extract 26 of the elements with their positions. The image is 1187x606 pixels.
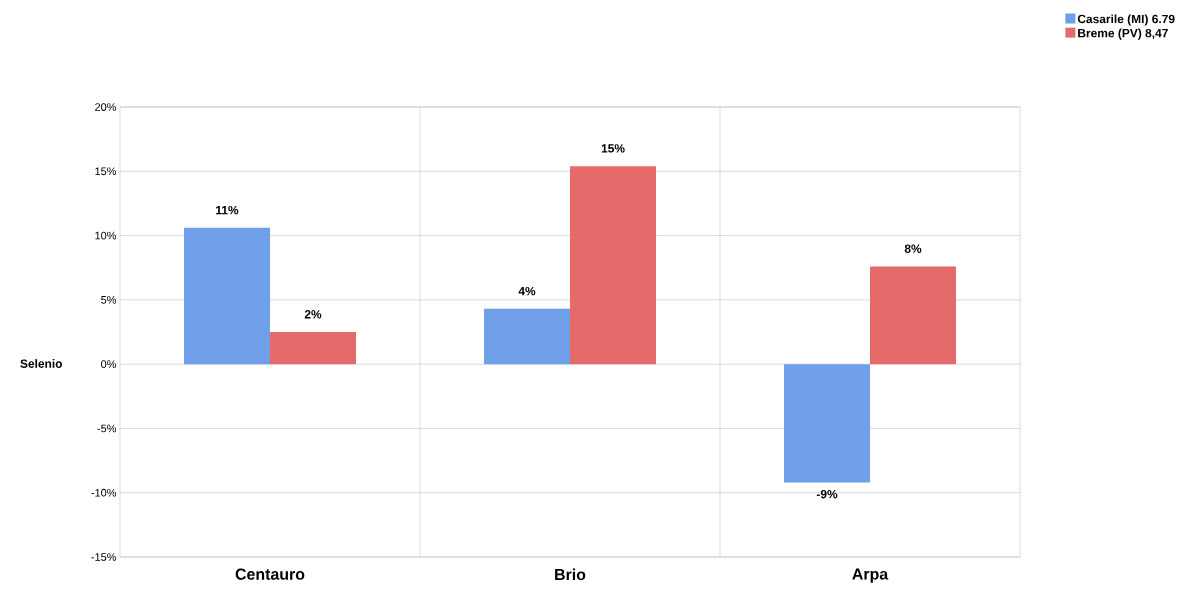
y-tick-label: 5% bbox=[101, 296, 117, 304]
bar bbox=[570, 166, 656, 365]
bar bbox=[870, 266, 957, 365]
y-tick-label: 15% bbox=[95, 167, 117, 176]
bar bbox=[270, 332, 356, 365]
y-tick-label: 10% bbox=[95, 231, 117, 240]
x-tick-label: Brio bbox=[555, 568, 586, 581]
legend-label: Casarile (MI) 6.79 bbox=[1077, 14, 1175, 26]
y-tick-label: -10% bbox=[91, 488, 117, 497]
bar bbox=[784, 364, 871, 483]
y-tick-label: -15% bbox=[91, 553, 117, 561]
data-label: -9% bbox=[816, 489, 838, 499]
data-label: 15% bbox=[601, 144, 625, 153]
legend-label: Breme (PV) 8,47 bbox=[1078, 28, 1168, 40]
bar bbox=[184, 227, 270, 365]
y-axis-title: Selenio bbox=[20, 359, 63, 368]
data-label: 2% bbox=[304, 310, 322, 319]
data-label: 8% bbox=[904, 244, 922, 253]
y-tick-label: 0% bbox=[101, 360, 117, 369]
y-tick-label: 20% bbox=[95, 103, 117, 111]
bar bbox=[484, 308, 570, 365]
y-tick-label: -5% bbox=[97, 424, 117, 433]
data-label: 11% bbox=[216, 205, 239, 215]
x-tick-label: Arpa bbox=[852, 568, 889, 583]
x-tick-label: Centauro bbox=[235, 568, 305, 580]
data-label: 4% bbox=[518, 286, 536, 296]
